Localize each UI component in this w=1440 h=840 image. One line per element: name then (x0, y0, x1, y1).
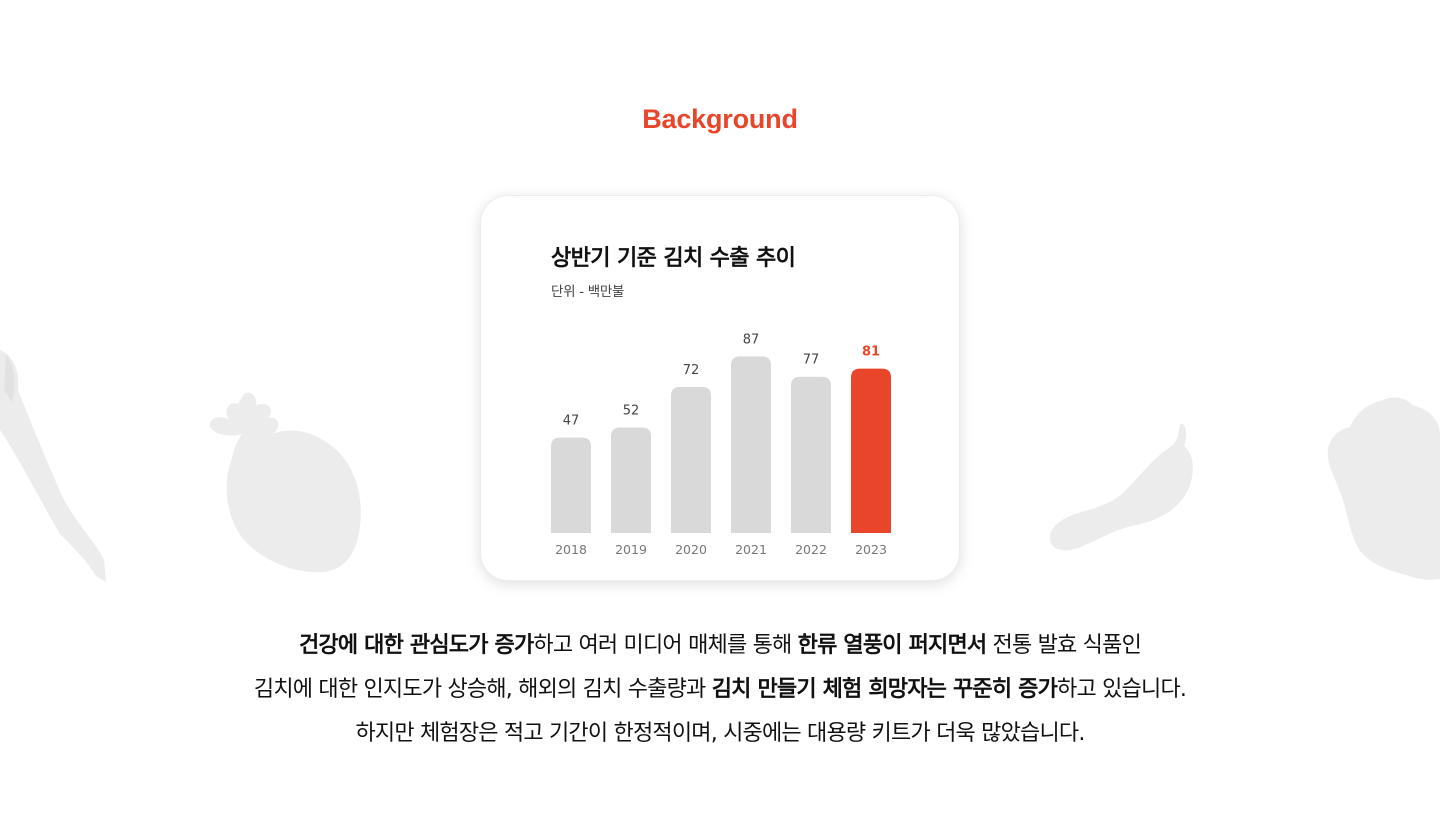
chart-card: 상반기 기준 김치 수출 추이 단위 - 백만불 47 2018 52 2019 72 2… (480, 195, 960, 581)
bar-2019 (611, 427, 651, 533)
chili-pepper-icon (1049, 423, 1193, 551)
bar-value-label: 52 (623, 403, 640, 418)
description-highlight: 한류 열풍이 퍼지면서 (797, 633, 987, 658)
description-highlight: 김치 만들기 체험 희망자는 꾸준히 증가 (711, 677, 1058, 702)
bar-2020 (671, 386, 711, 533)
bar-2018 (551, 437, 591, 533)
chart-subtitle: 단위 - 백만불 (551, 284, 625, 300)
green-onion-icon (0, 350, 106, 582)
description-text: 전통 발효 식품인 (986, 633, 1142, 658)
x-tick-label: 2020 (675, 542, 707, 557)
description-text: 하고 있습니다. (1057, 677, 1187, 702)
x-tick-label: 2021 (735, 542, 767, 557)
bar-chart: 47 2018 52 2019 72 2020 87 2021 77 2022 81 2023 (551, 332, 891, 557)
bar-value-label: 77 (803, 353, 820, 368)
description-line-2: 김치에 대한 인지도가 상승해, 해외의 김치 수출량과 김치 만들기 체험 희… (0, 668, 1440, 712)
description-line-3: 하지만 체험장은 적고 기간이 한정적이며, 시중에는 대용량 키트가 더욱 많… (0, 712, 1440, 756)
x-tick-label: 2019 (615, 542, 647, 557)
bar-2021 (731, 356, 771, 533)
description-text: 하지만 체험장은 적고 기간이 한정적이며, 시중에는 대용량 키트가 더욱 많… (355, 721, 1085, 746)
x-tick-label: 2022 (795, 542, 827, 557)
chart-title: 상반기 기준 김치 수출 추이 (551, 246, 796, 271)
description-line-1: 건강에 대한 관심도가 증가하고 여러 미디어 매체를 통해 한류 열풍이 퍼지… (0, 624, 1440, 668)
bar-value-label: 47 (563, 414, 580, 429)
napa-cabbage-icon (1327, 397, 1440, 580)
x-tick-label: 2023 (855, 542, 887, 557)
description-highlight: 건강에 대한 관심도가 증가 (298, 633, 534, 658)
x-tick-label: 2018 (555, 542, 587, 557)
section-heading: Background (642, 104, 798, 134)
radish-icon (209, 392, 361, 573)
description-text: 하고 여러 미디어 매체를 통해 (533, 633, 798, 658)
bar-value-label: 81 (862, 345, 880, 360)
bar-2022 (791, 376, 831, 533)
bar-2023 (851, 368, 891, 533)
description: 건강에 대한 관심도가 증가하고 여러 미디어 매체를 통해 한류 열풍이 퍼지… (0, 624, 1440, 756)
bar-value-label: 87 (743, 332, 760, 347)
description-text: 김치에 대한 인지도가 상승해, 해외의 김치 수출량과 (253, 677, 712, 702)
bar-value-label: 72 (683, 363, 700, 378)
